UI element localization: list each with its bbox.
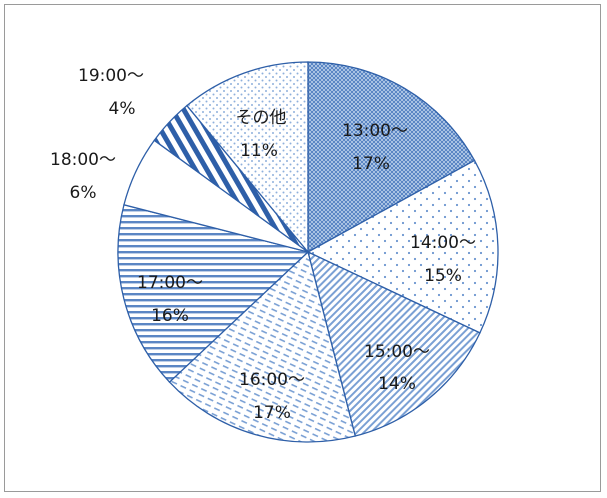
pie-slice-1 bbox=[306, 159, 499, 334]
slice-pct-18: 6% bbox=[70, 183, 97, 203]
slice-pct-16: 17% bbox=[253, 403, 291, 423]
slice-label-14: 14:00〜 bbox=[410, 233, 476, 253]
slice-label-13: 13:00〜 bbox=[342, 121, 408, 141]
slice-label-19: 19:00〜 bbox=[78, 66, 144, 86]
pie-slice-2 bbox=[307, 250, 481, 437]
slice-pct-other: 11% bbox=[240, 141, 278, 161]
slice-label-15: 15:00〜 bbox=[364, 342, 430, 362]
slice-label-18: 18:00〜 bbox=[50, 150, 116, 170]
pie-chart: 13:00〜 17% 14:00〜 15% 15:00〜 14% 16:00〜 … bbox=[50, 61, 499, 443]
slice-label-17: 17:00〜 bbox=[137, 273, 203, 293]
slice-pct-14: 15% bbox=[424, 266, 462, 286]
slice-label-16: 16:00〜 bbox=[239, 370, 305, 390]
pie-slice-7 bbox=[185, 61, 309, 254]
pie-slice-0 bbox=[307, 61, 476, 254]
slice-pct-13: 17% bbox=[352, 154, 390, 174]
pie-slice-3 bbox=[168, 250, 357, 443]
pie-labels: 13:00〜 17% 14:00〜 15% 15:00〜 14% 16:00〜 … bbox=[50, 66, 476, 423]
pie-slice-4 bbox=[117, 203, 310, 383]
slice-label-other: その他 bbox=[236, 108, 287, 128]
slice-pct-17: 16% bbox=[151, 306, 189, 326]
slice-pct-15: 14% bbox=[378, 374, 416, 394]
pie-slices bbox=[117, 61, 499, 443]
slice-pct-19: 4% bbox=[109, 99, 136, 119]
chart-frame: 13:00〜 17% 14:00〜 15% 15:00〜 14% 16:00〜 … bbox=[4, 4, 601, 492]
